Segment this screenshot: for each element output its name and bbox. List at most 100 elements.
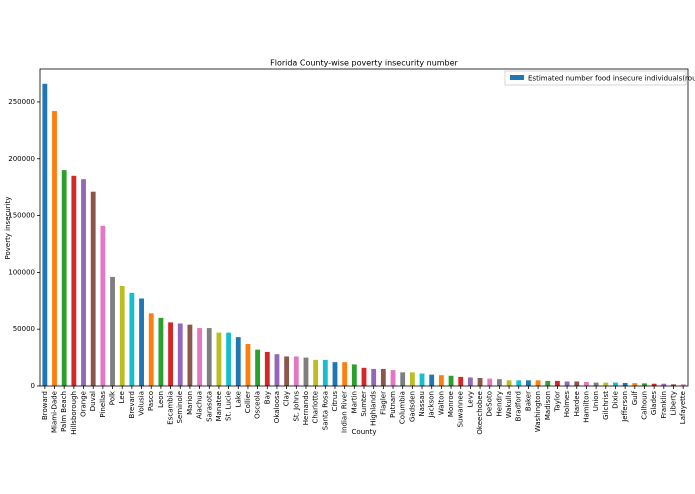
bar (81, 179, 86, 386)
x-tick-label: Polk (109, 390, 117, 405)
x-tick-label: Jackson (428, 391, 436, 419)
bar (42, 83, 48, 387)
bar (545, 380, 551, 386)
x-tick-label: Sumter (360, 391, 368, 417)
bar (671, 384, 676, 386)
bar (593, 382, 599, 386)
x-tick-label: St. Lucie (225, 391, 233, 421)
bar (661, 383, 667, 386)
y-tick-label: 0 (31, 382, 35, 390)
bar (380, 368, 386, 386)
x-tick-label: Nassau (418, 391, 426, 417)
bar (371, 368, 377, 386)
x-tick-label: Bradford (515, 391, 523, 421)
x-tick-label: DeSoto (486, 391, 494, 416)
bar (52, 111, 57, 386)
x-tick-label: Hendry (495, 391, 503, 416)
x-tick-label: Flagler (379, 391, 387, 415)
bar (322, 359, 328, 386)
x-tick-label: Pinellas (99, 391, 107, 418)
bar (226, 332, 232, 386)
x-tick-label: Madison (544, 391, 552, 420)
x-tick-label: Hamilton (582, 391, 590, 423)
x-tick-label: Clay (283, 391, 291, 406)
legend-swatch (510, 75, 524, 80)
bar (148, 313, 154, 386)
bar (429, 374, 435, 386)
x-tick-label: Pasco (147, 391, 155, 411)
plot-frame (39, 68, 689, 387)
x-tick-label: Holmes (563, 391, 571, 418)
x-tick-label: Levy (466, 391, 474, 407)
bar (419, 373, 425, 386)
y-tick-label: 200000 (8, 155, 35, 163)
legend-box (504, 70, 687, 86)
x-tick-label: Franklin (660, 391, 668, 419)
x-tick-label: Manatee (215, 391, 223, 421)
x-tick-label: Broward (41, 391, 49, 420)
bar (61, 170, 67, 386)
x-tick-label: Washington (534, 391, 542, 432)
bar (467, 377, 473, 386)
x-tick-label: Palm Beach (60, 391, 68, 432)
x-tick-label: Calhoun (640, 391, 648, 420)
bar (245, 343, 251, 386)
bar (255, 349, 261, 386)
x-tick-label: Hillsborough (70, 391, 78, 435)
x-tick-label: Lake (234, 391, 242, 407)
bar (477, 378, 483, 386)
bar (613, 382, 618, 386)
y-tick-label: 150000 (8, 212, 35, 220)
bar (303, 357, 309, 386)
x-tick-label: Osceola (254, 391, 262, 419)
x-tick-label: Monroe (447, 391, 455, 417)
x-tick-label: Collier (244, 391, 252, 413)
y-tick-label: 250000 (8, 98, 35, 106)
x-tick-label: Marion (186, 391, 194, 415)
x-tick-label: Orange (80, 391, 88, 417)
bar (197, 328, 202, 386)
x-tick-label: Walton (437, 391, 445, 415)
x-tick-label: Gadsden (408, 391, 416, 422)
bar (438, 375, 444, 386)
legend-label: Estimated number food insecure individua… (528, 75, 695, 83)
bar (409, 372, 415, 386)
x-tick-label: Taylor (553, 391, 561, 413)
x-tick-label: Wakulla (505, 391, 513, 418)
x-tick-label: Lee (118, 391, 126, 403)
bar (139, 298, 144, 386)
bar (584, 382, 589, 386)
x-tick-label: Escambia (167, 391, 175, 425)
x-tick-label: Jefferson (621, 391, 629, 423)
bar (555, 380, 560, 386)
bar (516, 380, 522, 386)
bar (574, 381, 580, 386)
x-tick-label: Suwannee (457, 391, 465, 427)
bar (642, 383, 647, 386)
x-tick-label: Duval (89, 391, 97, 411)
bar (293, 356, 299, 386)
bar (284, 356, 290, 386)
y-axis-label: Poverty insecurity (4, 196, 12, 259)
bar (351, 364, 357, 386)
y-tick-label: 100000 (8, 268, 35, 276)
bar (119, 286, 125, 386)
bar (313, 359, 319, 386)
x-tick-label: Glades (650, 391, 658, 415)
x-tick-label: Lafayette (679, 391, 687, 424)
x-tick-label: Sarasota (205, 391, 213, 422)
x-tick-label: Charlotte (312, 391, 320, 424)
x-tick-label: Liberty (669, 391, 677, 415)
x-tick-label: Gulf (631, 390, 639, 405)
chart-title: Florida County-wise poverty insecurity n… (270, 59, 458, 68)
bar (129, 292, 135, 386)
x-tick-label: Hardee (573, 391, 581, 416)
bar (177, 323, 183, 386)
bar (651, 383, 657, 386)
x-tick-label: Seminole (176, 391, 184, 423)
bar (235, 337, 241, 386)
bar (110, 276, 115, 386)
x-tick-label: St. Johns (292, 391, 300, 422)
bar (535, 380, 541, 386)
x-tick-label: Highlands (370, 391, 378, 426)
